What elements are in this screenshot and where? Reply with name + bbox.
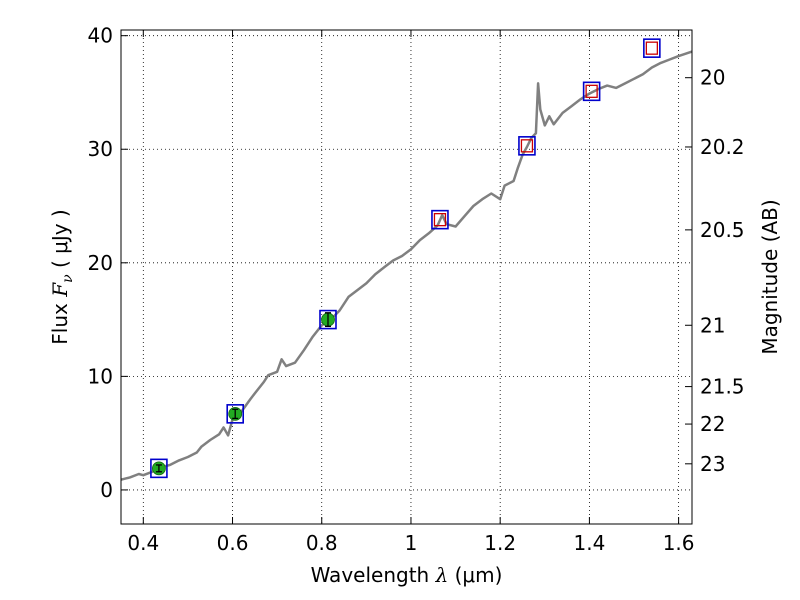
y-tick-label-4: 40 [88, 24, 113, 48]
y2-tick-label-4: 21.5 [700, 375, 745, 399]
y-tick-label-2: 20 [88, 251, 113, 275]
y-tick-label-1: 10 [88, 364, 113, 388]
upper-limit-marker-0 [433, 213, 447, 227]
model-marker-3 [431, 209, 449, 230]
y-axis-label-subscript: ν [60, 274, 76, 283]
y2-tick-label-3: 21 [700, 313, 725, 337]
x-axis-label-unit: (μm) [448, 563, 502, 587]
y-axis-label-symbol: F [48, 282, 72, 298]
model-marker-5 [582, 81, 601, 102]
y2-tick-label-2: 20.5 [700, 218, 745, 242]
y2-tick-label-1: 20.2 [700, 135, 745, 159]
spectrum-line-0 [120, 50, 693, 481]
x-tick-label-4: 1.2 [484, 531, 516, 555]
model-marker-6 [643, 38, 661, 58]
x-axis-label-prefix: Wavelength [311, 563, 436, 587]
grid [121, 30, 692, 524]
upper-limit-marker-2 [585, 84, 598, 98]
y2-tick-label-5: 22 [700, 412, 725, 436]
x-tick-label-5: 1.4 [573, 531, 605, 555]
model-marker-2 [319, 309, 337, 330]
model-marker-4 [518, 136, 536, 156]
x-tick-label-2: 0.8 [306, 531, 338, 555]
plot-frame [120, 29, 693, 525]
y-tick-label-0: 0 [100, 478, 113, 502]
y-axis-label-unit: ( μJy ) [48, 209, 72, 274]
spectrum-series [120, 50, 693, 481]
y2-tick-label-6: 23 [700, 452, 725, 476]
x-tick-label-1: 0.6 [217, 531, 249, 555]
y2-tick-label-0: 20 [700, 66, 725, 90]
y-axis-label: Flux Fν ( μJy ) [48, 209, 76, 344]
model-marker-1 [226, 404, 244, 424]
upper-limit-marker-1 [520, 139, 534, 153]
upper-limit-marker-3 [645, 41, 659, 55]
x-tick-label-6: 1.6 [663, 531, 695, 555]
photometry-markers [150, 38, 661, 479]
y-tick-label-3: 30 [88, 137, 113, 161]
y2-axis-label: Magnitude (AB) [758, 199, 782, 354]
axis-ticks: 0.4 0.6 0.8 1 1.2 1.4 1.6 0 10 20 30 40 20 20.2 20.5 21… [88, 24, 745, 555]
y-axis-label-prefix: Flux [48, 297, 72, 345]
x-tick-label-3: 1 [405, 531, 418, 555]
model-marker-0 [150, 458, 168, 479]
x-axis-label: Wavelength λ (μm) [311, 563, 503, 587]
x-tick-label-0: 0.4 [127, 531, 159, 555]
x-axis-label-symbol: λ [435, 563, 449, 587]
